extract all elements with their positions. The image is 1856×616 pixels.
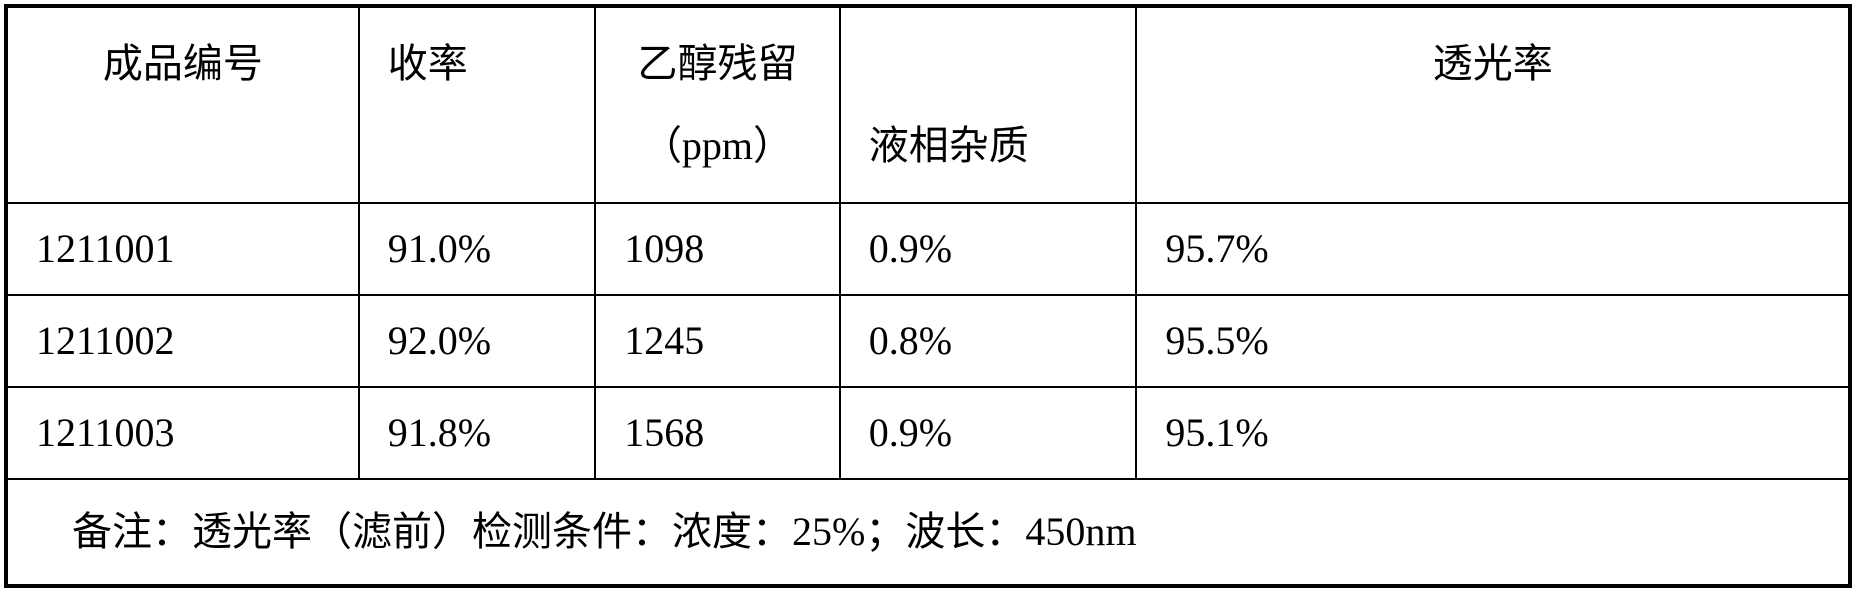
cell-yield: 91.0% (359, 203, 596, 295)
table-row: 1211003 91.8% 1568 0.9% 95.1% (6, 387, 1850, 479)
table-footnote: 备注：透光率（滤前）检测条件：浓度：25%；波长：450nm (6, 479, 1850, 586)
cell-yield: 91.8% (359, 387, 596, 479)
cell-transmit: 95.5% (1136, 295, 1850, 387)
cell-ethanol: 1245 (595, 295, 840, 387)
col-header-impurity: 液相杂质 (840, 6, 1137, 203)
table-header-row: 成品编号 收率 乙醇残留 （ppm） 液相杂质 透光率 (6, 6, 1850, 203)
col-header-ethanol: 乙醇残留 （ppm） (595, 6, 840, 203)
cell-impurity: 0.8% (840, 295, 1137, 387)
cell-yield: 92.0% (359, 295, 596, 387)
col-header-ethanol-line2: （ppm） (624, 114, 811, 178)
col-header-yield: 收率 (359, 6, 596, 203)
col-header-transmit: 透光率 (1136, 6, 1850, 203)
col-header-id: 成品编号 (6, 6, 359, 203)
table-footnote-row: 备注：透光率（滤前）检测条件：浓度：25%；波长：450nm (6, 479, 1850, 586)
cell-transmit: 95.1% (1136, 387, 1850, 479)
cell-impurity: 0.9% (840, 203, 1137, 295)
col-header-ethanol-line1: 乙醇残留 (638, 41, 798, 86)
table-row: 1211002 92.0% 1245 0.8% 95.5% (6, 295, 1850, 387)
cell-id: 1211002 (6, 295, 359, 387)
cell-transmit: 95.7% (1136, 203, 1850, 295)
table-row: 1211001 91.0% 1098 0.9% 95.7% (6, 203, 1850, 295)
cell-id: 1211003 (6, 387, 359, 479)
cell-ethanol: 1098 (595, 203, 840, 295)
cell-id: 1211001 (6, 203, 359, 295)
cell-impurity: 0.9% (840, 387, 1137, 479)
results-table: 成品编号 收率 乙醇残留 （ppm） 液相杂质 透光率 1211001 91.0… (4, 4, 1852, 588)
cell-ethanol: 1568 (595, 387, 840, 479)
